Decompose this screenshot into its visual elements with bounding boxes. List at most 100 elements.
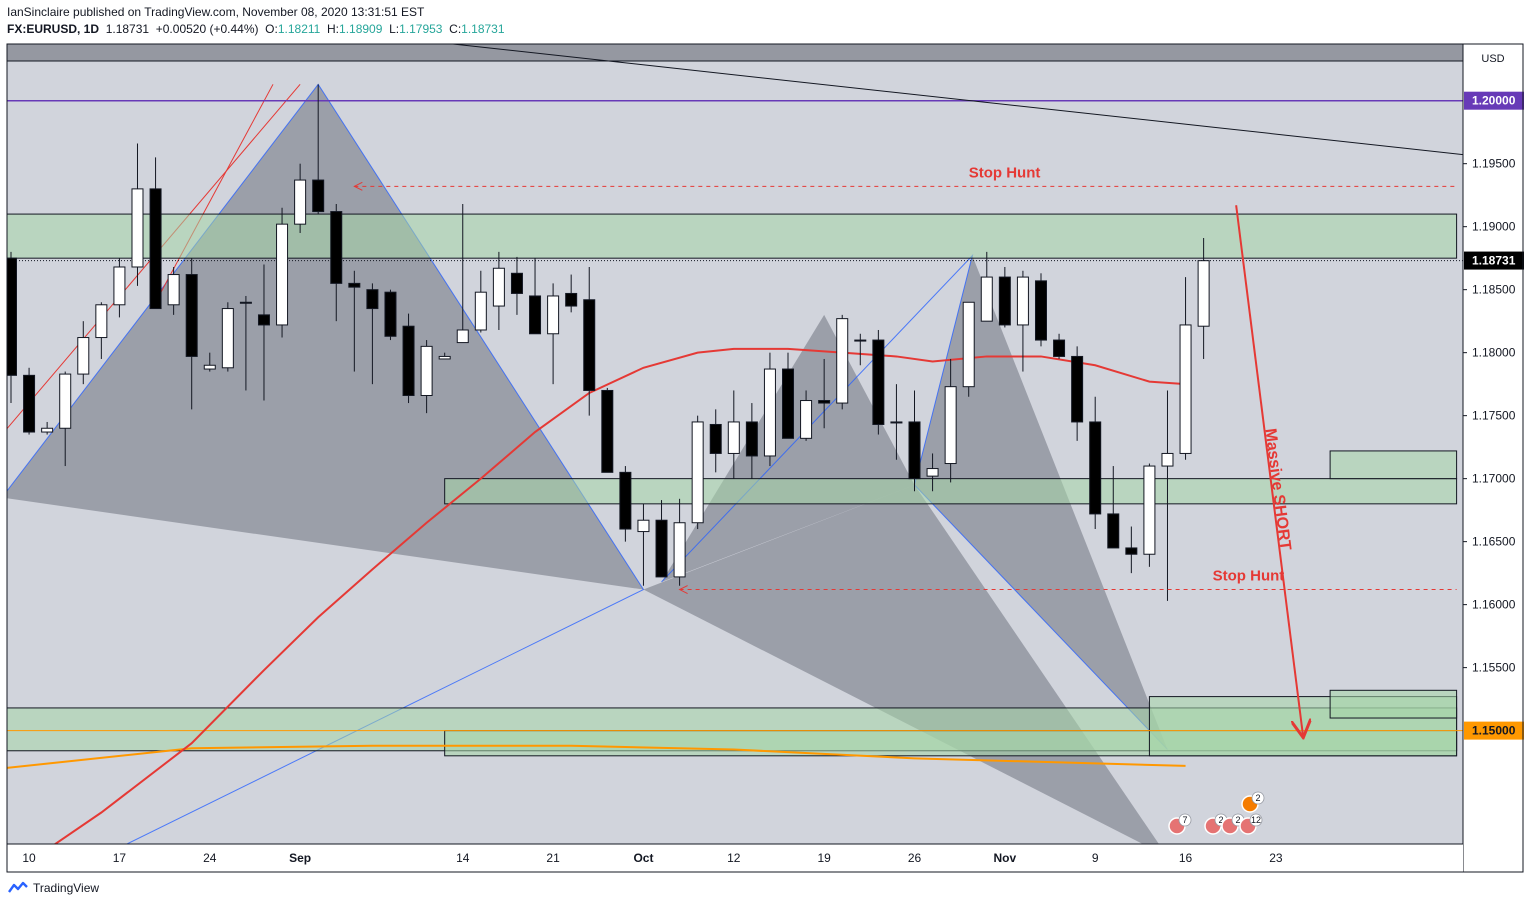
x-tick-label: 14 — [456, 851, 470, 865]
candle — [7, 251, 17, 404]
x-tick-label: 26 — [908, 851, 922, 865]
price-label-box — [1464, 721, 1524, 740]
y-tick-label: 1.16000 — [1472, 598, 1516, 612]
price-label: 1.18731 — [1472, 254, 1516, 268]
x-tick-label: 10 — [22, 851, 36, 865]
candle — [348, 270, 361, 372]
candle-body-down — [709, 423, 722, 454]
moving-average-red — [53, 347, 1186, 844]
candle — [221, 302, 234, 372]
symbol: FX:EURUSD, 1D — [7, 22, 100, 36]
y-tick-label: 1.19000 — [1472, 220, 1516, 234]
candle — [709, 409, 722, 473]
close-value: 1.18731 — [461, 22, 505, 36]
candle — [59, 371, 72, 467]
candle-body-up — [637, 519, 650, 533]
candle — [529, 258, 542, 335]
stop-hunt-arrowhead-1 — [678, 585, 688, 594]
candle — [763, 352, 776, 467]
candle-body-up — [944, 386, 957, 465]
candle-body-down — [872, 339, 885, 425]
footer-brand: TradingView — [33, 881, 100, 895]
candle-body-up — [113, 266, 126, 306]
candle-body-up — [836, 318, 849, 404]
stop-hunt-label-1: Stop Hunt — [1213, 568, 1285, 585]
candle-body-up — [203, 364, 216, 370]
candle-body-up — [77, 337, 90, 375]
low-value: 1.17953 — [399, 22, 443, 36]
candle-body-up — [962, 301, 975, 388]
candle — [727, 390, 740, 479]
candle — [1197, 238, 1210, 359]
candle — [510, 256, 523, 315]
candle-body-up — [221, 308, 234, 369]
candle-body-up — [474, 291, 487, 331]
candle-body-down — [510, 272, 523, 294]
y-tick-label: 1.19500 — [1472, 157, 1516, 171]
candle — [980, 251, 993, 322]
candle-body-down — [908, 421, 921, 480]
price-label: 1.20000 — [1472, 94, 1516, 108]
candle — [872, 329, 885, 435]
price-label: 1.15000 — [1472, 724, 1516, 738]
candle-body-down — [185, 274, 198, 357]
candle-body-up — [1016, 276, 1029, 326]
candle — [131, 143, 144, 286]
publisher-line: IanSinclaire published on TradingView.co… — [7, 5, 425, 19]
event-badge: 12 — [1239, 813, 1263, 835]
candle-body-up — [131, 188, 144, 268]
candle — [438, 352, 451, 360]
candle — [1143, 463, 1156, 567]
event-badge: 7 — [1168, 813, 1192, 835]
candle-body-up — [59, 373, 72, 429]
candle-body-down — [1125, 547, 1138, 555]
candle — [583, 266, 596, 416]
candle — [619, 466, 632, 542]
candle — [800, 390, 813, 441]
candle — [962, 301, 975, 397]
symbol-ohlc-line: FX:EURUSD, 1D 1.18731 +0.00520 (+0.44%) … — [7, 22, 505, 36]
candle — [312, 84, 325, 215]
change: +0.00520 (+0.44%) — [155, 22, 259, 36]
candle-body-down — [1107, 513, 1120, 549]
candle — [23, 367, 36, 435]
candle-body-down — [818, 400, 831, 404]
y-tick-label: 1.16500 — [1472, 535, 1516, 549]
y-tick-label: 1.17500 — [1472, 409, 1516, 423]
candle-body-up — [41, 427, 54, 433]
zone-0 — [7, 213, 1458, 259]
candle — [1071, 346, 1084, 441]
candle-body-up — [800, 400, 813, 439]
candle-body-up — [1161, 452, 1174, 467]
candle — [384, 289, 397, 341]
candle — [836, 314, 849, 410]
candle — [818, 358, 831, 429]
candle-body-down — [1053, 339, 1066, 357]
event-count: 7 — [1182, 815, 1187, 825]
candle — [366, 283, 379, 385]
y-tick-label: 1.15500 — [1472, 661, 1516, 675]
x-tick-label: 21 — [546, 851, 560, 865]
candle — [330, 204, 343, 322]
candle-body-down — [384, 291, 397, 337]
candle-body-down — [366, 289, 379, 310]
candle-body-down — [1071, 355, 1084, 423]
event-count: 2 — [1235, 815, 1240, 825]
candle-body-up — [547, 295, 560, 335]
candle — [474, 270, 487, 333]
candle-body-down — [149, 188, 162, 310]
candle — [276, 207, 289, 338]
y-tick-label: 1.17000 — [1472, 472, 1516, 486]
candle — [1125, 526, 1138, 574]
candle-body-up — [854, 339, 867, 342]
candle — [854, 333, 867, 366]
candle — [890, 384, 903, 460]
candle — [149, 157, 162, 310]
moving-average-orange — [7, 744, 1186, 769]
zone-2 — [1329, 450, 1458, 480]
event-badge: 2 — [1221, 813, 1245, 835]
candle-body-up — [492, 267, 505, 307]
candle — [908, 390, 921, 492]
candle-body-up — [276, 223, 289, 326]
